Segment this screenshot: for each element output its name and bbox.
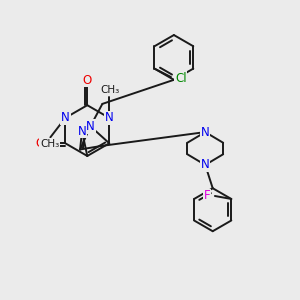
Text: CH₃: CH₃ — [40, 139, 59, 149]
Text: O: O — [35, 137, 45, 150]
Text: Cl: Cl — [175, 72, 187, 85]
Text: CH₃: CH₃ — [100, 85, 119, 95]
Text: F: F — [203, 190, 210, 202]
Text: O: O — [83, 74, 92, 87]
Text: N: N — [86, 120, 95, 133]
Text: N: N — [78, 124, 86, 138]
Text: N: N — [201, 158, 210, 171]
Text: N: N — [61, 111, 70, 124]
Text: N: N — [105, 111, 114, 124]
Text: N: N — [201, 126, 210, 139]
